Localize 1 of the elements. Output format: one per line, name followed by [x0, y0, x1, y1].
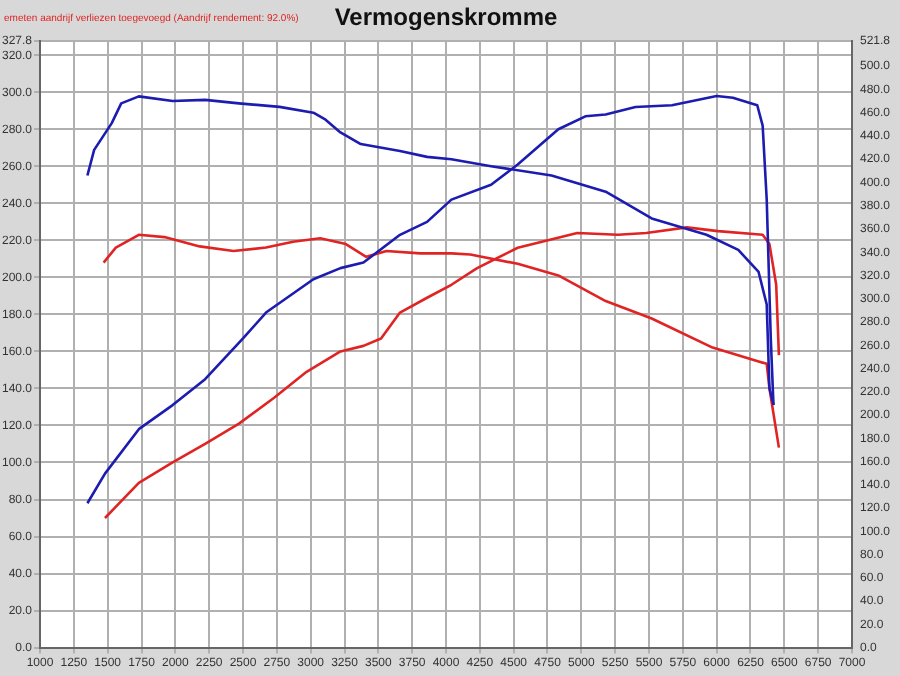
- chart-title: Vermogenskromme: [334, 3, 559, 32]
